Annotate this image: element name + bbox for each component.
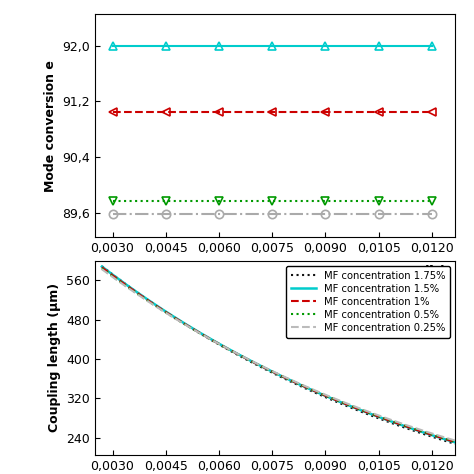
MF concentration 1.75% <box>214 340 220 346</box>
MF concentration 0.5% <box>239 354 245 359</box>
MF concentration 1.75% <box>354 407 360 413</box>
Text: (b): (b) <box>423 264 448 280</box>
MF concentration 1% <box>142 295 147 301</box>
MF concentration 1.75% <box>142 295 147 301</box>
MF concentration 0.25% <box>452 438 458 443</box>
MF concentration 1% <box>452 439 458 445</box>
MF concentration 1.75% <box>321 394 327 400</box>
MF concentration 1.5% <box>99 264 105 269</box>
MF concentration 1.5% <box>214 340 220 346</box>
MF concentration 0.25% <box>321 392 327 397</box>
Y-axis label: Coupling length (μm): Coupling length (μm) <box>47 283 61 432</box>
Y-axis label: Mode conversion e: Mode conversion e <box>44 60 56 191</box>
MF concentration 1.5% <box>321 392 327 398</box>
Line: MF concentration 1.5%: MF concentration 1.5% <box>102 266 455 442</box>
MF concentration 1.75% <box>239 354 245 360</box>
MF concentration 1.5% <box>356 406 361 412</box>
MF concentration 0.5% <box>356 406 361 411</box>
MF concentration 1.75% <box>99 264 105 269</box>
MF concentration 1% <box>356 406 361 412</box>
MF concentration 1.75% <box>356 408 361 413</box>
MF concentration 0.25% <box>354 404 360 410</box>
MF concentration 1% <box>99 264 105 270</box>
MF concentration 0.5% <box>452 438 458 444</box>
MF concentration 1% <box>354 406 360 411</box>
MF concentration 1% <box>214 340 220 346</box>
MF concentration 0.25% <box>142 296 147 302</box>
Line: MF concentration 1.75%: MF concentration 1.75% <box>102 266 455 444</box>
MF concentration 1.5% <box>239 353 245 359</box>
MF concentration 1.5% <box>354 406 360 411</box>
MF concentration 0.5% <box>142 296 147 301</box>
MF concentration 0.5% <box>214 340 220 346</box>
MF concentration 0.5% <box>99 265 105 271</box>
MF concentration 1.5% <box>142 294 147 300</box>
MF concentration 1.75% <box>452 441 458 447</box>
X-axis label: Gyrotropy: Gyrotropy <box>236 260 314 274</box>
MF concentration 1% <box>239 354 245 359</box>
MF concentration 0.25% <box>356 405 361 411</box>
MF concentration 0.25% <box>239 353 245 359</box>
MF concentration 1.5% <box>452 439 458 445</box>
MF concentration 0.25% <box>214 340 220 346</box>
Line: MF concentration 1%: MF concentration 1% <box>102 267 455 442</box>
Line: MF concentration 0.25%: MF concentration 0.25% <box>102 269 455 440</box>
MF concentration 0.25% <box>99 266 105 272</box>
MF concentration 0.5% <box>321 392 327 398</box>
MF concentration 0.5% <box>354 405 360 411</box>
Legend: MF concentration 1.75%, MF concentration 1.5%, MF concentration 1%, MF concentra: MF concentration 1.75%, MF concentration… <box>285 266 450 337</box>
Line: MF concentration 0.5%: MF concentration 0.5% <box>102 268 455 441</box>
MF concentration 1% <box>321 392 327 398</box>
